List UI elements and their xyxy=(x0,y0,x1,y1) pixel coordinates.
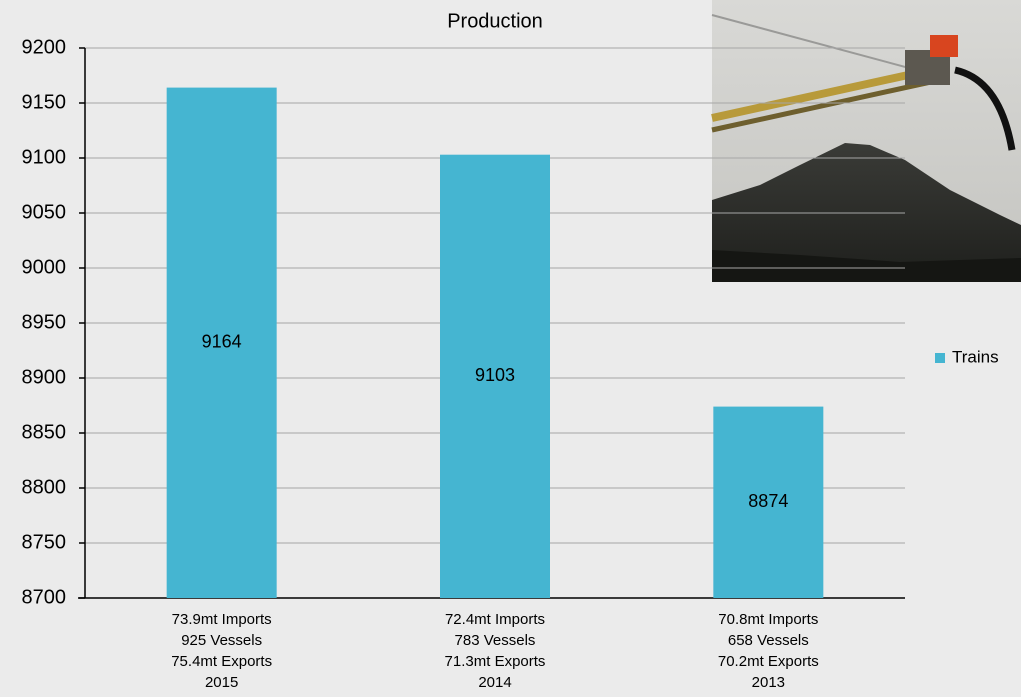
x-tick-label: 73.9mt Imports xyxy=(172,611,272,628)
y-tick-label: 8800 xyxy=(22,476,67,498)
x-tick-label: 72.4mt Imports xyxy=(445,611,545,628)
photo xyxy=(711,0,1021,282)
x-tick-label: 70.8mt Imports xyxy=(718,611,818,628)
x-tick-label: 658 Vessels xyxy=(728,632,809,649)
y-tick-label: 8900 xyxy=(22,366,67,388)
x-tick-label: 2013 xyxy=(752,674,785,691)
y-tick-label: 8700 xyxy=(22,586,67,608)
legend-swatch xyxy=(935,353,945,363)
x-tick-label: 70.2mt Exports xyxy=(718,653,819,670)
y-tick-label: 9000 xyxy=(22,256,67,278)
legend-label: Trains xyxy=(952,347,999,366)
bar xyxy=(713,406,824,598)
x-tick-label: 2014 xyxy=(478,674,511,691)
x-tick-label: 783 Vessels xyxy=(455,632,536,649)
value-label: 8874 xyxy=(748,491,788,511)
bar xyxy=(166,87,277,598)
y-tick-label: 9150 xyxy=(22,91,67,113)
value-label: 9164 xyxy=(202,332,242,352)
y-tick-label: 8750 xyxy=(22,531,67,553)
y-tick-label: 9100 xyxy=(22,146,67,168)
y-tick-label: 9050 xyxy=(22,201,67,223)
x-tick-label: 2015 xyxy=(205,674,238,691)
x-tick-label: 925 Vessels xyxy=(181,632,262,649)
y-tick-label: 8850 xyxy=(22,421,67,443)
x-tick-label: 75.4mt Exports xyxy=(171,653,272,670)
x-tick-label: 71.3mt Exports xyxy=(445,653,546,670)
value-label: 9103 xyxy=(475,365,515,385)
y-tick-label: 8950 xyxy=(22,311,67,333)
bar xyxy=(440,154,550,598)
chart-title: Production xyxy=(447,10,543,32)
y-tick-label: 9200 xyxy=(22,36,67,58)
